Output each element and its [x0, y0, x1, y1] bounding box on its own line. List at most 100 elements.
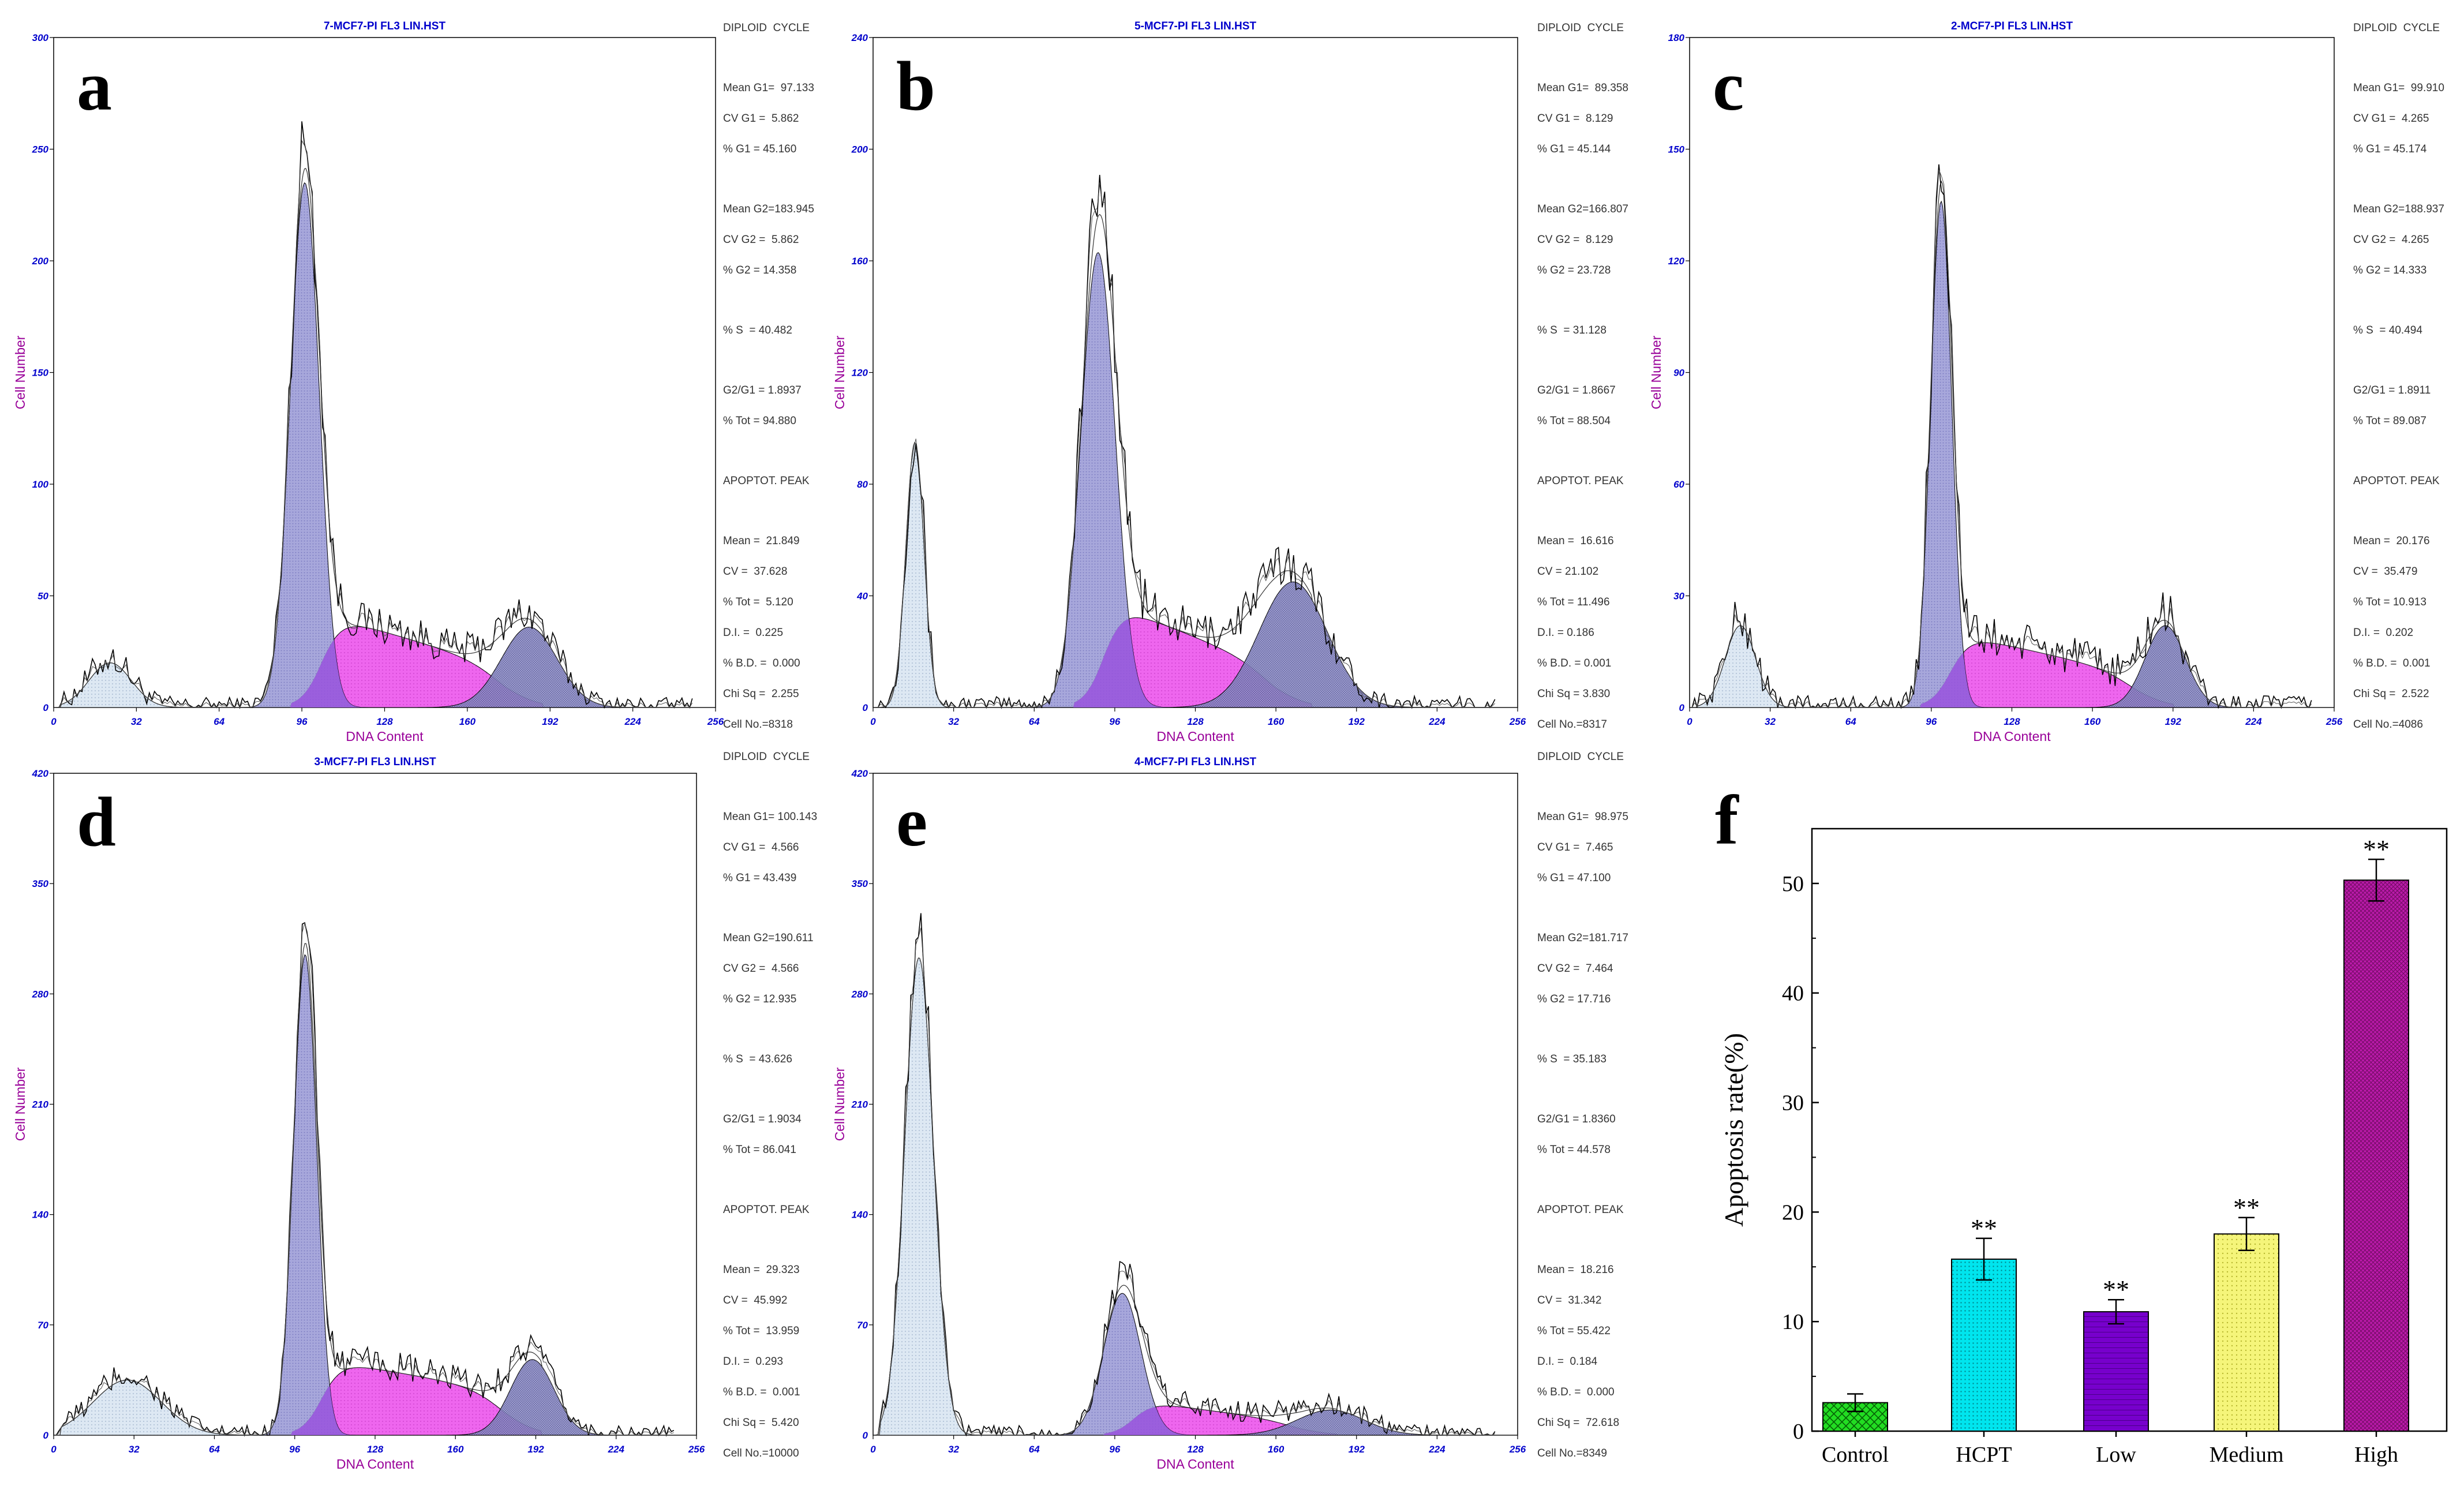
x-tick-label: 160 [447, 1444, 464, 1455]
stat-line: Mean G1= 100.143 [723, 811, 818, 823]
plot-frame [53, 773, 697, 1436]
stat-line: % S = 31.128 [1537, 324, 1607, 336]
y-tick-label: 150 [1668, 144, 1685, 155]
y-axis-label: Cell Number [13, 335, 28, 409]
stat-line: % S = 40.494 [2353, 324, 2422, 336]
stat-line: % B.D. = 0.001 [1537, 657, 1612, 669]
x-tick-label: 64 [1029, 1444, 1040, 1455]
smoothed-curve [56, 922, 674, 1436]
raw-data-curve [56, 121, 693, 709]
stat-line: Mean G2=183.945 [723, 203, 814, 215]
stat-line: % Tot = 88.504 [1537, 415, 1611, 427]
stat-line: Mean G1= 99.910 [2353, 82, 2444, 94]
y-tick-label: 10 [1782, 1310, 1804, 1334]
x-tick-label: HCPT [1956, 1443, 2012, 1467]
x-tick-label: High [2354, 1443, 2398, 1467]
y-tick-label: 420 [32, 768, 49, 779]
bar-medium [2214, 1233, 2279, 1432]
x-tick-label: 224 [1428, 1444, 1446, 1455]
significance-label: ** [2103, 1275, 2129, 1304]
stat-line: DIPLOID CYCLE [723, 22, 810, 34]
x-tick-label: 128 [376, 716, 393, 727]
x-tick-label: 224 [2245, 716, 2262, 727]
x-tick-label: 192 [1349, 1444, 1365, 1455]
x-tick-label: 128 [1187, 716, 1204, 727]
x-tick-label: Low [2096, 1443, 2136, 1467]
significance-label: ** [2233, 1193, 2260, 1222]
smoothed-curve [875, 184, 1496, 709]
apoptotic-peak-area [873, 957, 1518, 1436]
x-tick-label: 32 [948, 716, 959, 727]
y-tick-label: 210 [851, 1099, 868, 1110]
y-tick-label: 280 [32, 989, 49, 999]
x-tick-label: 96 [289, 1444, 300, 1455]
stat-line: % B.D. = 0.000 [1537, 1386, 1615, 1398]
x-tick-label: 224 [624, 716, 641, 727]
y-tick-label: 0 [863, 702, 868, 713]
stat-line: Cell No.=4086 [2353, 718, 2423, 731]
panel-letter: b [896, 47, 935, 125]
y-tick-label: 70 [38, 1320, 48, 1331]
x-tick-label: 160 [2084, 716, 2101, 727]
g1-peak-area [54, 182, 716, 708]
y-axis-label: Cell Number [832, 1067, 847, 1141]
x-tick-label: 0 [870, 1444, 876, 1455]
panel-letter: e [896, 783, 927, 861]
x-tick-label: 0 [1687, 716, 1692, 727]
stat-line: Chi Sq = 5.420 [723, 1417, 799, 1429]
y-tick-label: 250 [32, 144, 49, 155]
stat-line: DIPLOID CYCLE [1537, 22, 1624, 34]
stat-line: CV G1 = 7.465 [1537, 841, 1613, 853]
y-tick-label: 140 [852, 1210, 868, 1221]
y-tick-label: 70 [857, 1320, 868, 1331]
stat-line: % G2 = 12.935 [723, 993, 797, 1005]
stat-line: % G1 = 47.100 [1537, 872, 1611, 884]
y-tick-label: 350 [32, 878, 49, 889]
y-axis-label: Apoptosis rate(%) [1719, 1033, 1748, 1227]
g1-peak-area [1690, 200, 2334, 708]
plot-frame [1689, 37, 2335, 708]
x-tick-label: 256 [1509, 716, 1526, 727]
raw-data-curve [875, 174, 1496, 709]
stat-line: G2/G1 = 1.8360 [1537, 1113, 1616, 1125]
panel-title: 7-MCF7-PI FL3 LIN.HST [324, 20, 446, 32]
panel-letter: f [1715, 781, 1739, 859]
stat-line: Cell No.=8318 [723, 718, 793, 731]
stat-line: APOPTOT. PEAK [723, 475, 810, 487]
stat-line: APOPTOT. PEAK [723, 1204, 810, 1216]
stat-line: % Tot = 13.959 [723, 1325, 800, 1337]
s-phase-area [1690, 642, 2334, 708]
stat-line: CV G2 = 8.129 [1537, 234, 1613, 246]
y-tick-label: 50 [1782, 872, 1804, 896]
x-tick-label: 64 [1029, 716, 1040, 727]
stat-line: D.I. = 0.184 [1537, 1356, 1598, 1368]
stat-line: Cell No.=8317 [1537, 718, 1607, 731]
stat-line: CV G1 = 4.566 [723, 841, 799, 853]
stat-line: % G1 = 45.160 [723, 143, 797, 155]
x-tick-label: 192 [2165, 716, 2182, 727]
stat-line: % Tot = 86.041 [723, 1144, 796, 1156]
stat-line: Mean = 18.216 [1537, 1264, 1614, 1276]
g1-peak-area [54, 954, 696, 1436]
stat-line: CV G2 = 7.464 [1537, 963, 1613, 975]
stat-line: Mean = 16.616 [1537, 535, 1614, 547]
x-tick-label: 64 [1845, 716, 1856, 727]
stat-line: CV G2 = 4.265 [2353, 234, 2429, 246]
panel-letter: d [77, 783, 116, 861]
stat-line: CV = 31.342 [1537, 1294, 1602, 1306]
stat-line: Mean G2=181.717 [1537, 932, 1628, 944]
x-tick-label: Control [1822, 1443, 1889, 1467]
x-tick-label: 256 [707, 716, 724, 727]
plot-frame [872, 773, 1518, 1436]
stat-line: Mean G2=188.937 [2353, 203, 2444, 215]
x-axis-label: DNA Content [1156, 729, 1234, 744]
stat-line: D.I. = 0.225 [723, 627, 784, 639]
x-tick-label: 128 [1187, 1444, 1204, 1455]
panel-title: 4-MCF7-PI FL3 LIN.HST [1134, 756, 1257, 768]
panel-letter: a [77, 47, 112, 125]
stat-line: CV G1 = 4.265 [2353, 113, 2429, 125]
x-tick-label: 96 [297, 716, 308, 727]
model-fit-curve [1690, 180, 2334, 708]
y-axis-label: Cell Number [832, 335, 847, 409]
model-fit-curve [873, 957, 1518, 1436]
